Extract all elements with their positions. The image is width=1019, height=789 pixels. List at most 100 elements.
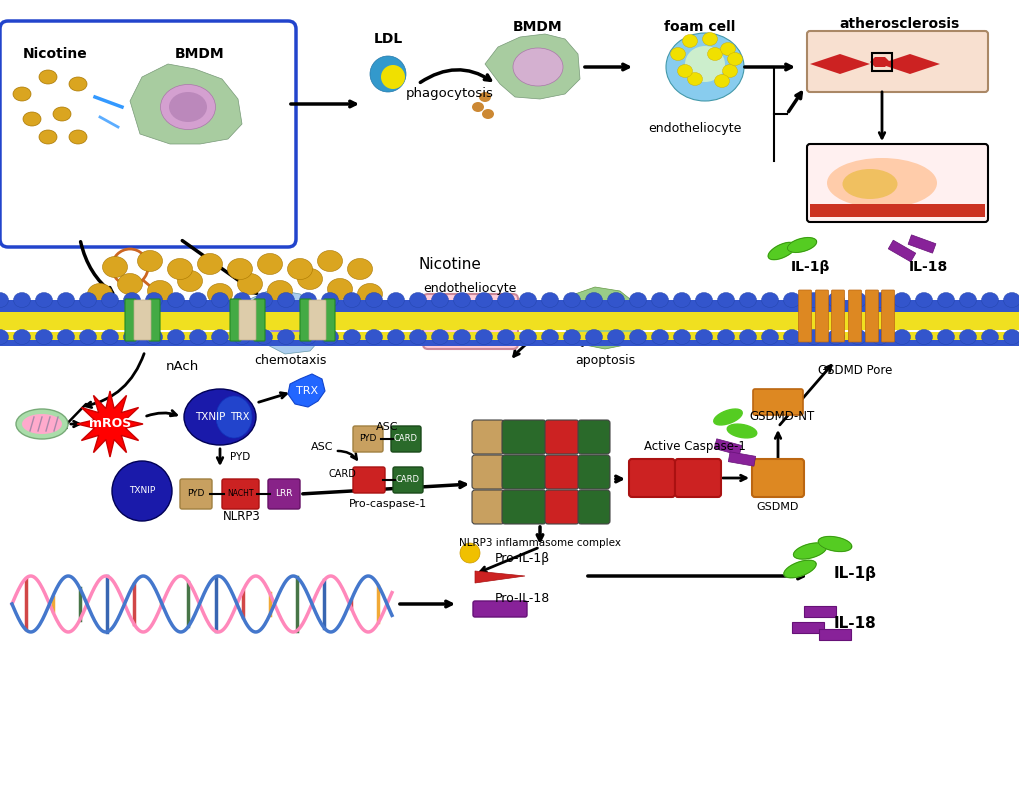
Bar xyxy=(0,340,1019,346)
Text: LDL: LDL xyxy=(373,32,403,46)
FancyBboxPatch shape xyxy=(229,299,240,341)
FancyBboxPatch shape xyxy=(133,300,151,340)
Polygon shape xyxy=(787,237,816,252)
Polygon shape xyxy=(767,242,795,260)
FancyBboxPatch shape xyxy=(806,31,987,92)
FancyBboxPatch shape xyxy=(751,459,803,497)
Ellipse shape xyxy=(665,33,743,101)
Ellipse shape xyxy=(277,293,294,308)
Ellipse shape xyxy=(959,293,975,308)
Text: Nicotine: Nicotine xyxy=(418,257,481,272)
Text: LRR: LRR xyxy=(275,489,292,499)
Text: mROS: mROS xyxy=(89,417,131,431)
Ellipse shape xyxy=(849,293,866,308)
Text: BMDM: BMDM xyxy=(175,47,224,61)
Ellipse shape xyxy=(146,330,162,345)
FancyBboxPatch shape xyxy=(324,299,334,341)
Polygon shape xyxy=(245,289,325,354)
Ellipse shape xyxy=(0,330,8,345)
Text: CARD: CARD xyxy=(393,435,418,443)
Text: apoptosis: apoptosis xyxy=(575,354,635,368)
Ellipse shape xyxy=(190,330,206,345)
Ellipse shape xyxy=(541,293,558,308)
Text: Active Caspase-1: Active Caspase-1 xyxy=(643,440,745,454)
Text: ASC: ASC xyxy=(375,422,397,432)
Polygon shape xyxy=(869,57,890,67)
Text: IL-18: IL-18 xyxy=(833,616,875,631)
Text: foam cell: foam cell xyxy=(663,20,735,34)
FancyBboxPatch shape xyxy=(629,459,675,497)
Ellipse shape xyxy=(849,330,866,345)
Ellipse shape xyxy=(321,293,338,308)
Ellipse shape xyxy=(519,330,536,345)
Ellipse shape xyxy=(915,330,931,345)
Ellipse shape xyxy=(651,330,667,345)
Ellipse shape xyxy=(727,53,742,65)
Text: CARD: CARD xyxy=(328,469,356,479)
Text: TRX: TRX xyxy=(296,386,318,396)
Polygon shape xyxy=(713,439,741,455)
Ellipse shape xyxy=(1003,330,1019,345)
Ellipse shape xyxy=(607,293,624,308)
Text: chemotaxis: chemotaxis xyxy=(254,354,326,368)
Ellipse shape xyxy=(267,281,292,301)
Ellipse shape xyxy=(497,330,514,345)
Ellipse shape xyxy=(381,65,405,89)
Ellipse shape xyxy=(936,293,954,308)
Ellipse shape xyxy=(227,259,253,279)
Ellipse shape xyxy=(761,330,777,345)
Ellipse shape xyxy=(497,293,514,308)
Ellipse shape xyxy=(39,70,57,84)
Text: IL-1β: IL-1β xyxy=(790,260,828,274)
Ellipse shape xyxy=(57,330,74,345)
Text: atherosclerosis: atherosclerosis xyxy=(839,17,959,31)
Polygon shape xyxy=(76,391,143,457)
Ellipse shape xyxy=(69,77,87,91)
Ellipse shape xyxy=(190,293,206,308)
Ellipse shape xyxy=(893,330,910,345)
Ellipse shape xyxy=(870,330,888,345)
Polygon shape xyxy=(484,34,580,99)
Text: ASC: ASC xyxy=(311,442,333,452)
Ellipse shape xyxy=(687,73,702,85)
Ellipse shape xyxy=(472,102,484,112)
Text: GSDMD-NT: GSDMD-NT xyxy=(749,410,814,424)
FancyBboxPatch shape xyxy=(392,467,423,493)
Ellipse shape xyxy=(237,274,262,294)
Ellipse shape xyxy=(629,293,646,308)
Ellipse shape xyxy=(290,310,319,338)
Ellipse shape xyxy=(365,330,382,345)
Ellipse shape xyxy=(585,330,602,345)
FancyBboxPatch shape xyxy=(848,290,861,342)
Polygon shape xyxy=(879,54,940,74)
Ellipse shape xyxy=(317,250,342,271)
Ellipse shape xyxy=(585,293,602,308)
Ellipse shape xyxy=(719,43,735,55)
Ellipse shape xyxy=(739,293,756,308)
Ellipse shape xyxy=(167,330,184,345)
Ellipse shape xyxy=(13,330,31,345)
Ellipse shape xyxy=(721,65,737,77)
Ellipse shape xyxy=(370,56,406,92)
Ellipse shape xyxy=(327,279,353,300)
FancyBboxPatch shape xyxy=(806,144,987,222)
FancyBboxPatch shape xyxy=(830,290,844,342)
Ellipse shape xyxy=(387,330,405,345)
Ellipse shape xyxy=(321,330,338,345)
Ellipse shape xyxy=(677,65,692,77)
FancyBboxPatch shape xyxy=(238,300,256,340)
Ellipse shape xyxy=(805,293,821,308)
FancyBboxPatch shape xyxy=(472,455,503,489)
Ellipse shape xyxy=(842,169,897,199)
Ellipse shape xyxy=(255,330,272,345)
FancyBboxPatch shape xyxy=(501,490,545,524)
Ellipse shape xyxy=(102,256,127,278)
Ellipse shape xyxy=(959,330,975,345)
FancyBboxPatch shape xyxy=(880,290,894,342)
Polygon shape xyxy=(817,537,851,552)
Ellipse shape xyxy=(347,259,372,279)
Ellipse shape xyxy=(216,396,252,438)
Ellipse shape xyxy=(669,47,685,61)
Text: GSDMD: GSDMD xyxy=(756,502,799,512)
FancyBboxPatch shape xyxy=(578,455,609,489)
